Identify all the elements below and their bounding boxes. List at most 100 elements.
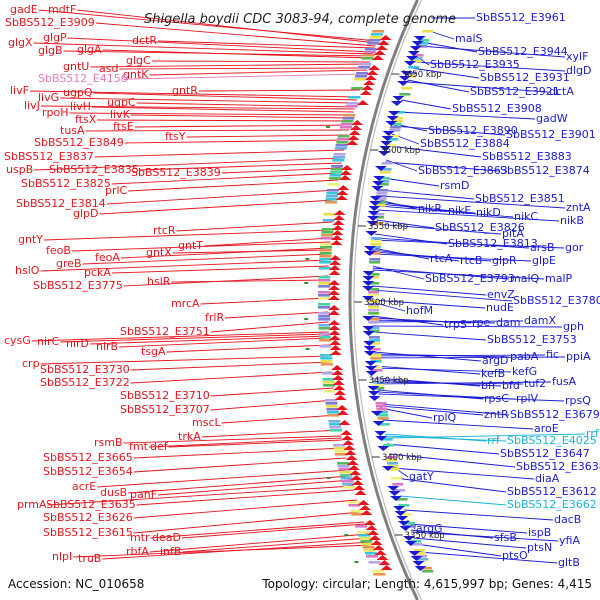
feature-block: [399, 93, 411, 96]
feature-block: [368, 561, 381, 564]
feature-block: [340, 123, 353, 126]
forward-gene-arrow: [328, 285, 341, 290]
reverse-gene-arrow: [371, 186, 384, 191]
right-gene-label: glpE: [532, 254, 556, 267]
feature-block: [318, 294, 330, 297]
feature-block: [368, 312, 380, 315]
reverse-gene-arrow: [368, 396, 381, 401]
feature-block: [338, 468, 351, 471]
feature-block: [408, 66, 420, 69]
feature-block: [411, 543, 423, 546]
left-gene-label: dctR: [132, 34, 157, 47]
feature-block: [396, 498, 408, 501]
right-label-line: [418, 551, 558, 564]
forward-gene-arrow: [333, 390, 346, 395]
feature-block: [318, 324, 331, 327]
feature-marker: [326, 126, 330, 128]
left-label-lines: [29, 9, 378, 560]
left-label-line: [168, 439, 343, 448]
feature-block: [358, 534, 371, 537]
right-gene-label: SbBS512_E3813: [448, 237, 538, 250]
left-gene-label: rpoH: [42, 106, 69, 119]
forward-gene-arrow: [328, 290, 341, 295]
left-gene-label: SbBS512_E3730: [40, 363, 130, 376]
right-label-line: [407, 79, 470, 93]
forward-gene-arrow: [366, 70, 379, 75]
forward-gene-arrow: [371, 55, 384, 60]
feature-block: [340, 126, 352, 129]
feature-block: [356, 72, 369, 75]
right-gene-label: gadW: [536, 112, 568, 125]
left-gene-label: rtcR: [153, 224, 176, 237]
feature-block: [359, 537, 372, 540]
right-gene-label: SbBS512_E3944: [478, 45, 568, 58]
feature-block: [333, 156, 345, 159]
forward-gene-arrow: [364, 75, 377, 80]
feature-block: [359, 63, 372, 66]
feature-block: [325, 405, 338, 408]
right-label-line: [411, 531, 559, 542]
feature-block: [385, 144, 397, 147]
forward-gene-arrow: [331, 230, 344, 235]
feature-block: [376, 189, 388, 192]
feature-block: [368, 327, 380, 330]
forward-gene-arrow: [349, 470, 362, 475]
right-label-line: [394, 477, 507, 493]
feature-block: [347, 501, 360, 504]
right-gene-label: kefG: [512, 365, 537, 378]
reverse-gene-arrow: [388, 491, 401, 496]
right-gene-label: SbBS512_E3753: [487, 333, 577, 346]
feature-block: [318, 312, 331, 315]
left-gene-label: cysG: [4, 334, 31, 347]
left-label-line: [221, 414, 338, 424]
forward-gene-arrow: [346, 140, 359, 145]
forward-gene-arrow: [353, 485, 366, 490]
reverse-gene-arrow: [404, 61, 417, 66]
right-label-line: [379, 403, 510, 416]
forward-gene-arrow: [378, 560, 391, 565]
forward-gene-arrow: [330, 235, 343, 240]
forward-gene-arrow: [331, 365, 344, 370]
right-gene-label: gltB: [558, 556, 580, 569]
right-label-line: [382, 419, 534, 430]
feature-block: [341, 120, 354, 123]
left-label-line: [150, 521, 365, 539]
feature-block: [350, 510, 363, 513]
right-gene-label: bfr: [481, 379, 497, 392]
forward-gene-arrow: [354, 490, 367, 495]
right-label-line: [386, 443, 500, 455]
left-gene-label: acrE: [72, 480, 96, 493]
reverse-gene-arrow: [369, 196, 382, 201]
right-label-line: [373, 351, 482, 362]
right-gene-label: SbBS512_E3890: [428, 124, 518, 137]
left-label-line: [33, 42, 373, 55]
right-gene-label: damX: [524, 314, 556, 327]
feature-block: [367, 42, 380, 45]
left-label-line: [128, 475, 351, 494]
feature-block: [413, 549, 425, 552]
feature-block: [394, 111, 405, 114]
feature-block: [375, 201, 386, 204]
left-gene-label: SbBS512_E3835: [49, 163, 139, 176]
left-label-line: [119, 67, 368, 70]
right-gene-label: zntR: [484, 408, 509, 421]
feature-block: [321, 372, 334, 375]
feature-block: [375, 405, 387, 408]
feature-block: [368, 39, 381, 42]
left-label-line: [128, 73, 366, 80]
left-gene-label: fmt: [129, 440, 149, 453]
right-gene-label: dctA: [549, 85, 574, 98]
forward-gene-arrow: [347, 465, 360, 470]
left-label-line: [67, 37, 374, 53]
feature-block: [337, 135, 350, 138]
right-gene-label: nudE: [486, 301, 514, 314]
forward-gene-arrow: [374, 550, 387, 555]
left-label-line: [157, 479, 352, 496]
reverse-gene-arrow: [363, 341, 376, 346]
feature-block: [351, 87, 364, 90]
right-label-line: [378, 205, 514, 218]
feature-block: [401, 87, 413, 90]
forward-gene-arrow: [333, 385, 346, 390]
right-label-line: [372, 331, 487, 341]
left-label-line: [201, 429, 341, 438]
